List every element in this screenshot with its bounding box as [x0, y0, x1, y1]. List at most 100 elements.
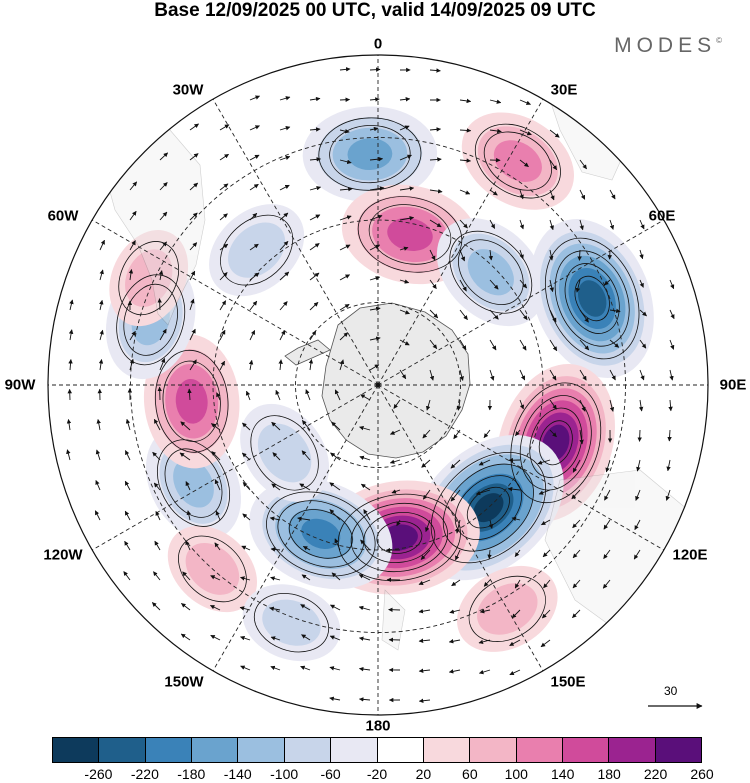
wind-arrow [389, 429, 401, 435]
wind-arrow [358, 697, 371, 702]
wind-arrow [549, 339, 558, 352]
contour-line [458, 239, 524, 305]
wind-arrow [334, 389, 341, 401]
wind-arrow [189, 298, 195, 311]
contour-line [154, 349, 229, 453]
colorbar-swatch [238, 738, 285, 762]
wind-arrow [449, 609, 461, 614]
wind-arrow [155, 510, 161, 521]
wind-arrow [579, 309, 589, 323]
wind-arrow [541, 519, 551, 526]
wind-arrow [549, 129, 560, 138]
wind-arrow [185, 481, 191, 491]
wind-arrow [572, 549, 581, 559]
antarctic-peninsula [284, 339, 331, 366]
wind-arrow [489, 279, 499, 290]
wind-arrow [239, 606, 251, 611]
anomaly-field [105, 106, 654, 662]
wind-arrow [270, 636, 281, 641]
wind-arrow [189, 212, 198, 221]
wind-arrow [216, 392, 221, 401]
wind-arrow [459, 98, 472, 104]
wind-arrow [214, 542, 221, 551]
wind-arrow [483, 579, 491, 587]
wind-arrow [393, 399, 401, 409]
wind-arrow [240, 665, 251, 671]
wind-arrow [279, 96, 291, 101]
wind-arrow [189, 182, 199, 191]
wind-arrow [636, 459, 641, 472]
colorbar-label: -180 [177, 766, 206, 782]
contour-line [538, 420, 573, 466]
contour-line [529, 407, 583, 478]
lon-label-180: 180 [365, 717, 391, 735]
wind-arrow [579, 189, 586, 200]
wind-arrow [249, 272, 260, 281]
wind-arrow [309, 272, 320, 281]
colorbar [52, 737, 702, 763]
contour-line [510, 382, 602, 504]
wind-arrow [448, 669, 461, 674]
anomaly-level [577, 280, 607, 317]
wind-arrow [181, 603, 191, 611]
brand-logo: MODES© [614, 34, 722, 58]
wind-arrow [249, 329, 256, 341]
wind-arrow [669, 339, 675, 350]
wind-arrow [399, 154, 412, 161]
negative-anomaly [302, 106, 438, 202]
wind-arrow [179, 452, 191, 461]
colorbar-label: 180 [597, 766, 621, 782]
wind-arrow [399, 339, 410, 346]
lon-label-30w: 30W [172, 81, 204, 99]
wind-arrow [219, 300, 227, 311]
wind-arrow [509, 639, 521, 646]
wind-arrow [541, 609, 551, 619]
wind-arrow [210, 575, 221, 581]
wind-arrow [667, 429, 672, 442]
map-border [47, 54, 709, 716]
wind-arrow [129, 210, 137, 221]
anomaly-level [301, 518, 341, 550]
wind-arrow [339, 186, 353, 192]
wind-arrow [275, 389, 281, 401]
wind-arrow [271, 421, 281, 431]
longitude-line [377, 219, 665, 386]
lon-label-120w: 120W [43, 546, 83, 564]
wind-arrow [575, 279, 581, 293]
wind-arrow [96, 418, 101, 431]
wind-arrow [219, 272, 228, 281]
wind-arrow [339, 274, 350, 281]
wind-arrow [429, 249, 436, 261]
wind-arrow [279, 301, 288, 311]
wind-arrow [189, 123, 199, 131]
contour-layer [116, 117, 640, 653]
wind-arrow [639, 219, 645, 230]
wind-arrow [278, 359, 283, 371]
wind-arrow [549, 369, 557, 381]
anomaly-level [257, 423, 312, 483]
wind-arrow [399, 97, 411, 102]
wind-arrow [94, 510, 101, 521]
longitude-line [377, 384, 544, 672]
wind-arrow [579, 429, 584, 445]
wind-arrow [429, 279, 437, 289]
wind-arrow [459, 279, 467, 292]
wind-arrow [450, 459, 461, 469]
wind-arrow [339, 244, 351, 251]
wind-arrow [185, 540, 191, 551]
negative-anomaly [240, 403, 330, 502]
latitude-circle [295, 302, 461, 468]
wind-arrow [269, 606, 281, 611]
wind-arrow [249, 243, 259, 251]
wind-arrow [429, 127, 442, 132]
wind-arrow [637, 429, 642, 442]
wind-arrow [241, 545, 251, 551]
wind-arrow [129, 240, 136, 251]
wind-arrow [358, 574, 371, 581]
wind-arrow [639, 279, 644, 288]
wind-arrow [309, 243, 320, 251]
wind-arrow [572, 519, 581, 529]
wind-arrow [189, 270, 196, 281]
wind-arrow [418, 668, 431, 673]
wind-arrow [519, 339, 527, 351]
